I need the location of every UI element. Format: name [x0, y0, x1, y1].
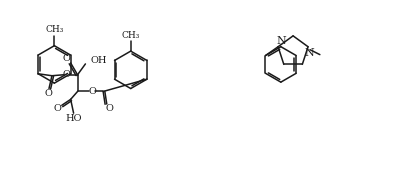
- Text: N: N: [276, 36, 286, 46]
- Text: O: O: [88, 87, 96, 96]
- Text: O: O: [44, 89, 52, 98]
- Text: OH: OH: [90, 56, 107, 66]
- Text: HO: HO: [65, 114, 82, 123]
- Text: O: O: [105, 104, 113, 113]
- Text: O: O: [54, 104, 62, 113]
- Text: O: O: [63, 70, 71, 79]
- Text: CH₃: CH₃: [121, 31, 140, 40]
- Text: O: O: [63, 54, 71, 64]
- Text: CH₃: CH₃: [45, 25, 64, 34]
- Text: N: N: [304, 48, 314, 58]
